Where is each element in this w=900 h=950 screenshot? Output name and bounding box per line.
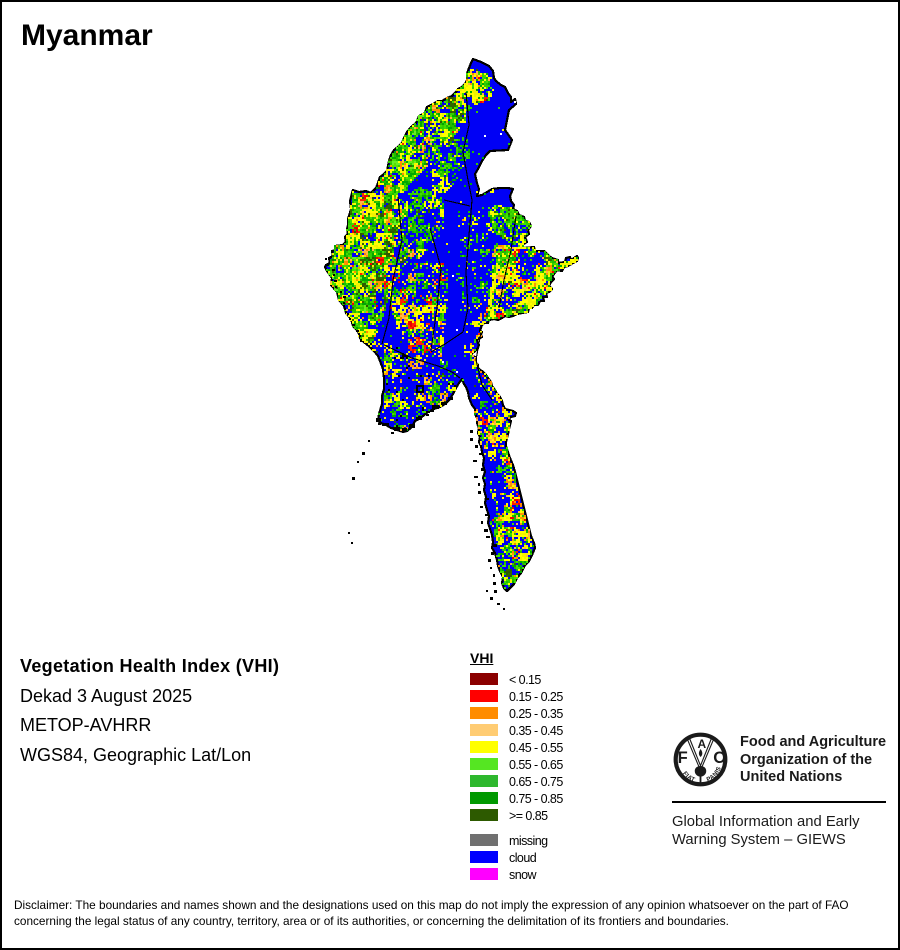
svg-text:O: O (713, 749, 726, 767)
svg-text:F: F (678, 749, 688, 767)
svg-text:A: A (698, 737, 707, 751)
